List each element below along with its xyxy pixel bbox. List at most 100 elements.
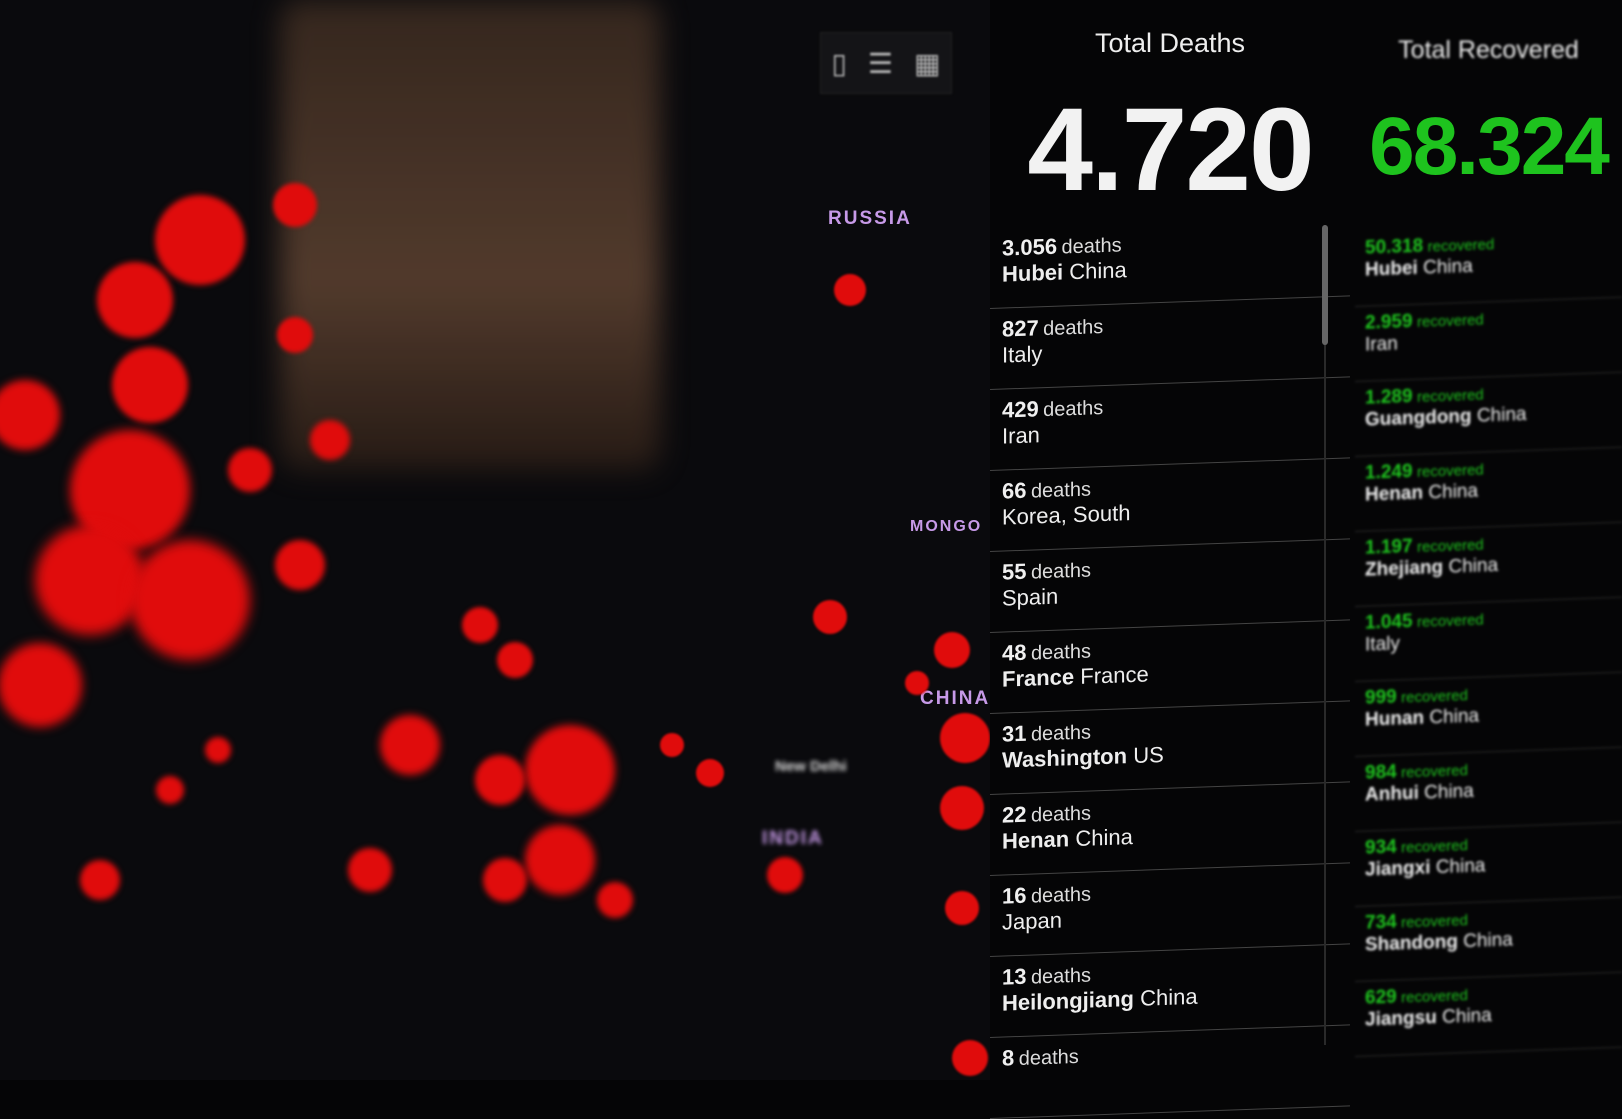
deaths-list-item[interactable]: 8 deaths: [990, 1025, 1350, 1119]
unit: deaths: [1030, 478, 1091, 503]
unit: deaths: [1030, 964, 1091, 989]
grid-icon[interactable]: ▦: [914, 47, 941, 79]
list-icon[interactable]: ☰: [867, 47, 894, 79]
case-bubble[interactable]: [0, 380, 60, 450]
recovered-list-item[interactable]: 2.959 recovered Iran: [1355, 297, 1622, 382]
recovered-list-item[interactable]: 1.249 recovered Henan China: [1355, 447, 1622, 532]
deaths-list-item[interactable]: 429 deaths Iran: [990, 377, 1350, 471]
case-bubble[interactable]: [277, 317, 313, 353]
case-bubble[interactable]: [905, 671, 929, 695]
count: 1.045: [1365, 610, 1413, 634]
deaths-list-item[interactable]: 13 deaths Heilongjiang China: [990, 944, 1350, 1038]
case-bubble[interactable]: [112, 347, 188, 423]
deaths-list-item[interactable]: 16 deaths Japan: [990, 863, 1350, 957]
unit: deaths: [1030, 883, 1091, 908]
case-bubble[interactable]: [940, 713, 990, 763]
case-bubble[interactable]: [156, 776, 184, 804]
recovered-list-item[interactable]: 999 recovered Hunan China: [1355, 672, 1622, 757]
region: China: [1069, 257, 1127, 285]
count: 1.289: [1365, 385, 1413, 409]
case-bubble[interactable]: [130, 540, 250, 660]
region: US: [1133, 741, 1164, 768]
recovered-list-item[interactable]: 629 recovered Jiangsu China: [1355, 972, 1622, 1057]
place: France: [1002, 664, 1075, 692]
case-bubble[interactable]: [475, 755, 525, 805]
case-bubble[interactable]: [462, 607, 498, 643]
place: Jiangxi: [1365, 857, 1431, 881]
case-bubble[interactable]: [834, 274, 866, 306]
deaths-list-item[interactable]: 55 deaths Spain: [990, 539, 1350, 633]
deaths-list-item[interactable]: 22 deaths Henan China: [990, 782, 1350, 876]
case-bubble[interactable]: [0, 643, 82, 727]
case-bubble[interactable]: [934, 632, 970, 668]
place: Henan: [1002, 826, 1070, 854]
region: China: [1429, 705, 1480, 729]
recovered-list[interactable]: 50.318 recovered Hubei China 2.959 recove…: [1355, 222, 1622, 1057]
scrollbar-thumb[interactable]: [1322, 225, 1328, 345]
place: Zhejiang: [1365, 556, 1444, 581]
count: 999: [1365, 686, 1397, 709]
count: 429: [1002, 396, 1039, 423]
unit: recovered: [1401, 912, 1468, 932]
case-bubble[interactable]: [275, 540, 325, 590]
region: China: [1442, 1005, 1492, 1028]
case-bubble[interactable]: [525, 825, 595, 895]
case-bubble[interactable]: [35, 525, 145, 635]
case-bubble[interactable]: [205, 737, 231, 763]
count: 734: [1365, 911, 1397, 934]
unit: deaths: [1043, 397, 1104, 422]
case-bubble[interactable]: [945, 891, 979, 925]
deaths-list-item[interactable]: 31 deaths Washington US: [990, 701, 1350, 795]
deaths-list-item[interactable]: 66 deaths Korea, South: [990, 458, 1350, 552]
recovered-list-item[interactable]: 50.318 recovered Hubei China: [1355, 222, 1622, 307]
recovered-list-item[interactable]: 1.197 recovered Zhejiang China: [1355, 522, 1622, 607]
region: Korea, South: [1002, 500, 1131, 530]
case-bubble[interactable]: [80, 860, 120, 900]
region: China: [1428, 480, 1479, 504]
case-bubble[interactable]: [497, 642, 533, 678]
recovered-list-item[interactable]: 734 recovered Shandong China: [1355, 897, 1622, 982]
recovered-list-item[interactable]: 934 recovered Jiangxi China: [1355, 822, 1622, 907]
case-bubble[interactable]: [380, 715, 440, 775]
case-bubble[interactable]: [525, 725, 615, 815]
recovered-list-item[interactable]: 984 recovered Anhui China: [1355, 747, 1622, 832]
unit: recovered: [1417, 311, 1484, 331]
unit: deaths: [1030, 559, 1091, 584]
scrollbar-track[interactable]: [1324, 225, 1326, 1045]
case-bubble[interactable]: [228, 448, 272, 492]
case-bubble[interactable]: [483, 858, 527, 902]
deaths-list-item[interactable]: 827 deaths Italy: [990, 296, 1350, 390]
place: Anhui: [1365, 782, 1419, 806]
region: Italy: [1002, 341, 1043, 368]
unit: recovered: [1401, 837, 1468, 857]
case-bubble[interactable]: [696, 759, 724, 787]
case-bubble[interactable]: [310, 420, 350, 460]
region: China: [1075, 824, 1133, 852]
deaths-list-item[interactable]: 48 deaths France France: [990, 620, 1350, 714]
region: France: [1080, 661, 1149, 689]
recovered-list-item[interactable]: 1.045 recovered Italy: [1355, 597, 1622, 682]
case-bubble[interactable]: [97, 262, 173, 338]
unit: recovered: [1401, 762, 1468, 782]
place: Guangdong: [1365, 405, 1472, 431]
bookmark-icon[interactable]: ▯: [831, 47, 847, 79]
recovered-list-item[interactable]: 1.289 recovered Guangdong China: [1355, 372, 1622, 457]
region: China: [1140, 983, 1198, 1011]
case-bubble[interactable]: [273, 183, 317, 227]
case-bubble[interactable]: [940, 786, 984, 830]
deaths-list-item[interactable]: 3.056 deaths Hubei China: [990, 215, 1350, 309]
map-label-india: INDIA: [762, 828, 824, 849]
case-bubble[interactable]: [155, 195, 245, 285]
case-bubble[interactable]: [952, 1040, 988, 1076]
deaths-list[interactable]: 3.056 deaths Hubei China 827 deaths Italy…: [990, 215, 1350, 1119]
world-map[interactable]: RUSSIA CHINA INDIA MONGO New Delhi: [0, 0, 990, 1080]
count: 984: [1365, 761, 1397, 784]
unit: recovered: [1401, 987, 1468, 1007]
count: 31: [1002, 720, 1027, 747]
case-bubble[interactable]: [348, 848, 392, 892]
case-bubble[interactable]: [767, 857, 803, 893]
case-bubble[interactable]: [660, 733, 684, 757]
unit: recovered: [1417, 536, 1484, 556]
case-bubble[interactable]: [597, 882, 633, 918]
case-bubble[interactable]: [813, 600, 847, 634]
